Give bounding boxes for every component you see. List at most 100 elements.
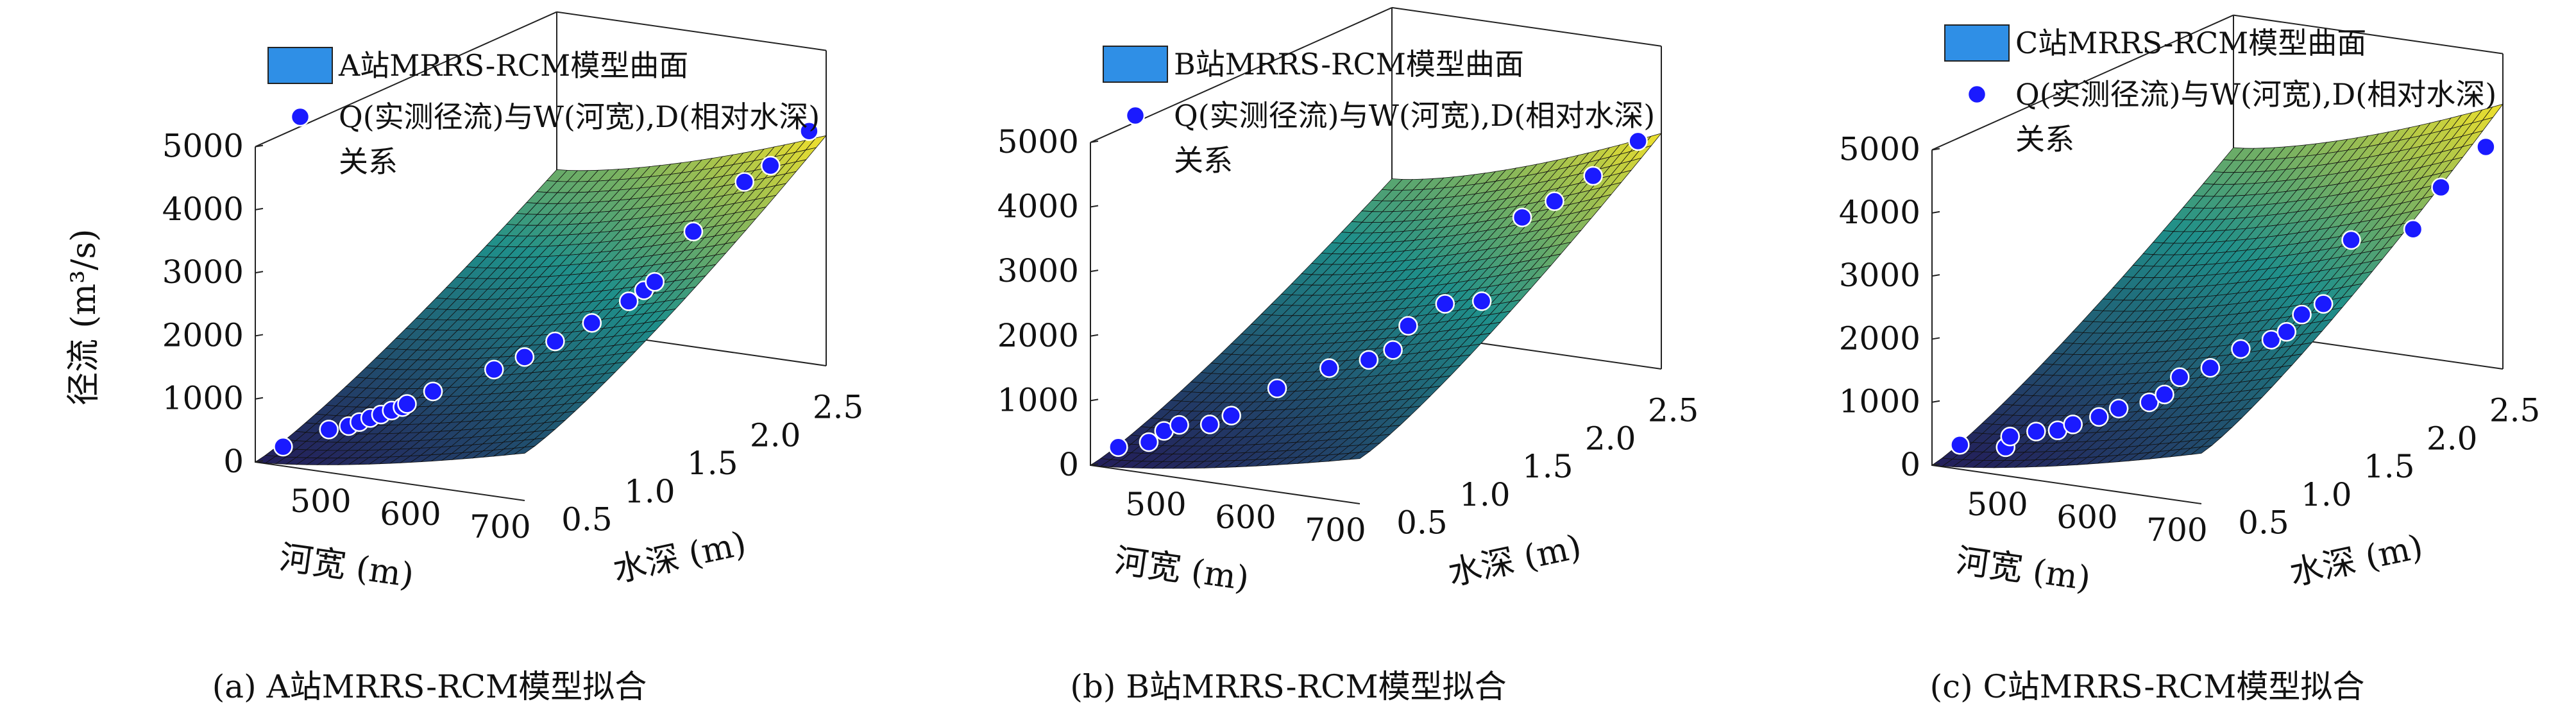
data-point (1471, 291, 1492, 311)
z-tick-label: 0 (223, 443, 244, 480)
z-tick-label: 3000 (1839, 257, 1920, 294)
x-tick-label: 600 (2056, 499, 2117, 536)
legend-label-points: Q(实测径流)与W(河宽),D(相对水深) (339, 99, 820, 134)
data-point (319, 420, 339, 440)
z-tick-label: 4000 (1839, 194, 1920, 231)
z-tick-label: 5000 (162, 128, 244, 165)
z-tick (255, 144, 264, 148)
z-tick (1090, 399, 1099, 402)
surface-mesh (254, 135, 827, 465)
data-point (1221, 406, 1241, 425)
data-point (2341, 230, 2361, 250)
x-tick-label: 600 (380, 495, 441, 533)
z-tick-label: 4000 (162, 191, 244, 228)
legend-label-surface: B站MRRS-RCM模型曲面 (1174, 47, 1524, 81)
z-tick (255, 334, 264, 337)
z-tick-label: 2000 (997, 317, 1079, 354)
z-tick-label: 2000 (162, 316, 244, 354)
legend-label-points-cont: 关系 (1174, 143, 1233, 178)
data-point (2313, 294, 2334, 314)
data-point (2155, 384, 2174, 404)
y-tick-label: 0.5 (2238, 504, 2289, 542)
z-tick-label: 3000 (997, 252, 1079, 289)
data-point (1628, 131, 1648, 151)
data-point (618, 291, 639, 311)
chart-panel-2: 0 1000 2000 3000 4000 5000 500 600 700 0.5 1.0 1.5 2… (1839, 14, 2541, 599)
axis-frame-back-top (1391, 6, 1662, 47)
z-tick (255, 271, 264, 274)
z-tick (1931, 337, 1940, 340)
legend-label-points: Q(实测径流)与W(河宽),D(相对水深) (2015, 77, 2496, 112)
z-tick-label: 3000 (162, 253, 244, 291)
y-axis-label: 水深 (m) (2286, 527, 2426, 593)
legend-surface-swatch (1103, 46, 1168, 83)
y-tick-label: 1.0 (2301, 476, 2352, 513)
z-tick (1090, 205, 1099, 208)
legend-label-points-cont: 关系 (339, 144, 398, 179)
y-tick-label: 1.5 (2364, 448, 2415, 485)
z-tick-label: 1000 (997, 381, 1079, 418)
z-tick (1931, 400, 1940, 403)
data-point (1108, 437, 1128, 458)
caption-c: (c) C站MRRS-RCM模型拟合 (1929, 668, 2365, 705)
y-tick-label: 0.5 (561, 501, 613, 538)
data-point (1267, 379, 1287, 399)
legend-label-surface: A站MRRS-RCM模型曲面 (338, 48, 688, 83)
z-tick-label: 2000 (1839, 320, 1920, 357)
z-tick-label: 4000 (997, 188, 1079, 225)
data-point (2261, 330, 2282, 350)
y-tick-label: 2.5 (2489, 392, 2541, 429)
data-point (1950, 434, 1970, 455)
z-tick-label: 0 (1900, 446, 1920, 483)
data-point (545, 331, 565, 352)
axis-frame-left-top (1931, 14, 2234, 151)
y-tick-label: 1.0 (624, 473, 675, 510)
z-tick (1090, 140, 1099, 143)
data-point (2476, 137, 2496, 157)
y-tick-label: 2.5 (1648, 392, 1699, 429)
surface-cell (1348, 450, 1371, 460)
z-tick (1090, 270, 1099, 273)
data-point (2431, 177, 2451, 198)
data-point (2139, 392, 2159, 413)
y-tick-label: 1.0 (1459, 476, 1511, 513)
axis-frame-back-top (556, 11, 827, 51)
legend-label-points: Q(实测径流)与W(河宽),D(相对水深) (1174, 98, 1655, 133)
data-point (2276, 321, 2297, 342)
x-tick-label: 700 (1305, 511, 1366, 549)
legend-label-points-cont: 关系 (2015, 122, 2074, 157)
z-tick (1931, 210, 1940, 214)
data-point (2026, 422, 2046, 441)
data-point (1319, 358, 1339, 378)
data-point (484, 359, 504, 380)
data-point (2403, 219, 2423, 239)
x-tick-label: 500 (290, 483, 351, 520)
data-point (734, 172, 754, 192)
y-tick-label: 2.0 (2427, 420, 2478, 457)
z-tick-label: 1000 (162, 380, 244, 417)
caption-a: (a) A站MRRS-RCM模型拟合 (212, 668, 647, 705)
axis-frame-back-top (2233, 14, 2504, 55)
y-tick-label: 2.0 (1585, 420, 1636, 457)
data-point (2063, 415, 2083, 434)
y-axis-label: 水深 (m) (1445, 527, 1584, 593)
legend-surface-swatch (267, 47, 333, 84)
data-point (2231, 339, 2251, 359)
data-point (1169, 415, 1189, 435)
data-point (1512, 207, 1532, 228)
z-tick (1090, 463, 1099, 466)
data-point (2089, 407, 2109, 427)
x-tick-label: 700 (2146, 511, 2207, 549)
y-tick-label: 0.5 (1396, 504, 1448, 542)
surface-mesh (1931, 103, 2504, 468)
z-tick (255, 460, 264, 463)
chart-panel-0: 0 1000 2000 3000 4000 5000 500 600 700 0.5 1.0 1.5 2… (65, 11, 863, 596)
z-tick-label: 5000 (997, 123, 1079, 160)
z-tick (1931, 463, 1940, 466)
y-tick-label: 1.5 (687, 445, 738, 482)
data-point (1583, 166, 1603, 186)
y-axis-label: 水深 (m) (609, 524, 749, 590)
x-tick-label: 700 (470, 508, 530, 545)
data-point (1545, 191, 1564, 211)
